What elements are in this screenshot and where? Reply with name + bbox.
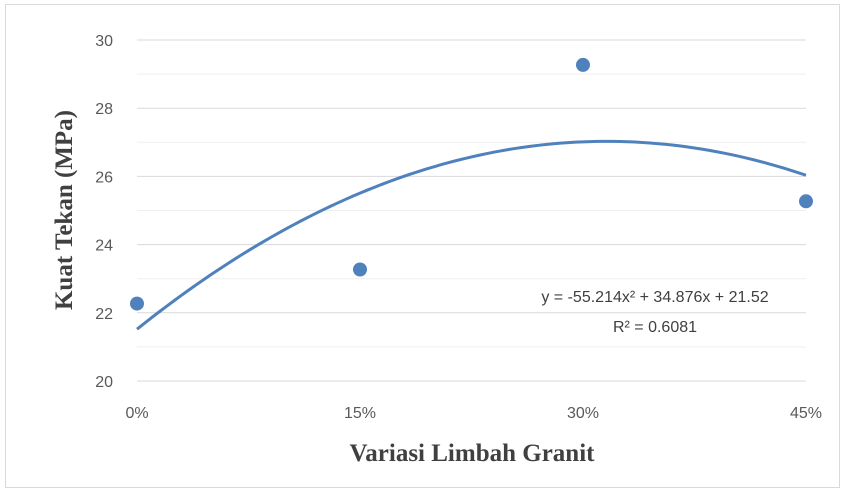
x-tick-label: 30% bbox=[567, 405, 599, 422]
y-tick-label: 24 bbox=[95, 238, 113, 255]
x-axis-tick-labels: 0% 15% 30% 45% bbox=[125, 405, 822, 422]
y-axis-tick-labels: 20 22 24 26 28 30 bbox=[95, 33, 113, 391]
data-point bbox=[353, 262, 367, 277]
r-squared-label: R² = 0.6081 bbox=[613, 319, 697, 336]
x-axis-title: Variasi Limbah Granit bbox=[350, 440, 596, 467]
y-tick-label: 26 bbox=[95, 169, 113, 186]
y-tick-label: 20 bbox=[95, 374, 113, 391]
x-tick-label: 45% bbox=[790, 405, 822, 422]
data-point bbox=[799, 194, 813, 209]
x-tick-label: 15% bbox=[344, 405, 376, 422]
trendline bbox=[136, 139, 807, 331]
gridlines bbox=[137, 39, 806, 382]
data-point bbox=[130, 296, 144, 311]
y-tick-label: 30 bbox=[95, 33, 113, 50]
y-axis-title: Kuat Tekan (MPa) bbox=[51, 110, 78, 310]
y-tick-label: 22 bbox=[95, 306, 113, 323]
data-points bbox=[130, 57, 813, 311]
chart-frame bbox=[5, 4, 840, 488]
y-tick-label: 28 bbox=[95, 101, 113, 118]
data-point bbox=[576, 57, 590, 72]
trendline-equation: y = -55.214x² + 34.876x + 21.52 bbox=[541, 289, 768, 306]
x-tick-label: 0% bbox=[125, 405, 148, 422]
